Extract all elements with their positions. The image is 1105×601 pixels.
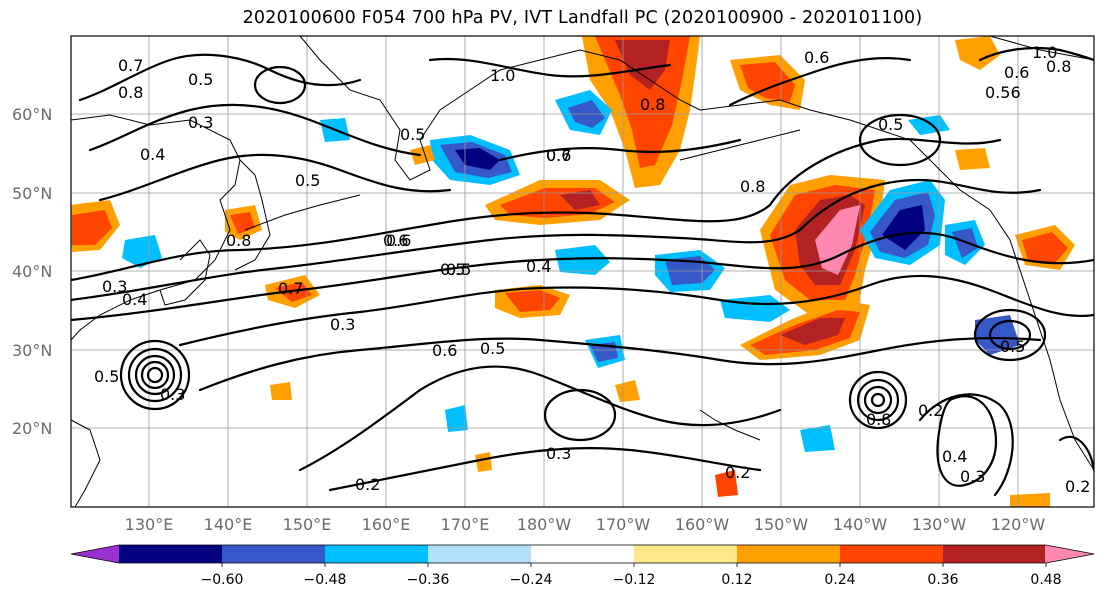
contour-label: 0.6: [432, 341, 457, 360]
lon-label: 130°W: [912, 515, 967, 534]
contour-label: 0.2: [355, 475, 380, 494]
latitude-labels: 60°N 50°N 40°N 30°N 20°N: [12, 105, 52, 438]
contour-label: 0.7: [278, 279, 303, 298]
contour-label: 0.4: [526, 257, 551, 276]
colorbar-swatch: [634, 545, 738, 563]
contour-label: 0.8: [226, 231, 251, 250]
graticule: [71, 36, 1094, 507]
colorbar-tick-label: −0.24: [510, 572, 553, 588]
colorbar-tick-label: −0.60: [201, 572, 244, 588]
colorbar-extend-low: [71, 545, 120, 563]
contour-label: 0.6: [804, 48, 829, 67]
colorbar-tick-label: 0.48: [1030, 572, 1061, 588]
contour-label: 0.6: [1004, 63, 1029, 82]
colorbar-extend-high: [1045, 545, 1094, 563]
contour-labels: 0.7 0.8 0.5 0.3 0.4 0.3 0.5 0.5 0.6 0.8 …: [94, 43, 1090, 496]
colorbar-swatch: [222, 545, 326, 563]
contour-label: 0.5: [480, 339, 505, 358]
lat-label: 20°N: [12, 419, 52, 438]
contour-label: 0.3: [102, 277, 127, 296]
contour-label: 0.4: [942, 447, 967, 466]
lon-label: 150°W: [754, 515, 809, 534]
colorbar-swatch: [840, 545, 944, 563]
contour-label: 0.2: [918, 401, 943, 420]
colorbar-tick-label: 0.24: [824, 572, 855, 588]
lon-label: 160°E: [362, 515, 411, 534]
colorbar-tick-label: −0.48: [304, 572, 347, 588]
contour-label: 0.4: [140, 145, 165, 164]
contour-label: 0.4: [122, 290, 147, 309]
colorbar-swatch: [119, 545, 223, 563]
lon-label: 180°W: [517, 515, 572, 534]
contour-label: 0.5: [440, 260, 465, 279]
lon-label: 170°E: [441, 515, 490, 534]
contour-label: 0.8: [740, 177, 765, 196]
contour-label: 0.6: [386, 231, 411, 250]
pv-contours: [71, 46, 1094, 497]
contour-label: 0.5: [446, 260, 471, 279]
longitude-labels: 130°E 140°E 150°E 160°E 170°E 180°W 170°…: [125, 515, 1046, 534]
map-frame: [70, 35, 1095, 508]
lon-label: 150°E: [283, 515, 332, 534]
lon-label: 160°W: [675, 515, 730, 534]
contour-label: 0.5: [400, 125, 425, 144]
lat-label: 30°N: [12, 341, 52, 360]
colorbar-tick-label: 0.36: [927, 572, 958, 588]
contour-label: 0.2: [725, 463, 750, 482]
lat-label: 60°N: [12, 105, 52, 124]
lon-label: 140°E: [204, 515, 253, 534]
map-title: 2020100600 F054 700 hPa PV, IVT Landfall…: [242, 8, 923, 28]
colorbar-outline: [70, 544, 1095, 564]
colorbar-swatch: [943, 545, 1047, 563]
contour-label: 0.7: [118, 56, 143, 75]
contour-label: 0.8: [118, 83, 143, 102]
colorbar-swatch: [737, 545, 841, 563]
colorbar-swatch: [325, 545, 429, 563]
colorbar-swatch: [531, 545, 635, 563]
contour-label: 0.5: [878, 115, 903, 134]
contour-label: 0.2: [1065, 477, 1090, 496]
coastlines: [71, 36, 1094, 507]
colorbar-tick-label: −0.36: [407, 572, 450, 588]
lon-label: 120°W: [991, 515, 1046, 534]
contour-label: 0.3: [160, 385, 185, 404]
lon-label: 140°W: [833, 515, 888, 534]
contour-label: 0.5: [188, 70, 213, 89]
contour-label: 0.8: [1046, 57, 1071, 76]
colorbar: −0.60 −0.48 −0.36 −0.24 −0.12 0.12 0.24 0.36 0.4…: [70, 544, 1095, 588]
lat-label: 50°N: [12, 184, 52, 203]
contour-label: 1.0: [490, 66, 515, 85]
contour-label: 0.56: [985, 83, 1021, 102]
lon-label: 170°W: [596, 515, 651, 534]
contour-label: 0.5: [1000, 337, 1025, 356]
contour-label: 0.3: [188, 113, 213, 132]
contour-label: 1.0: [1032, 43, 1057, 62]
lon-label: 130°E: [125, 515, 174, 534]
contour-label: 0.3: [546, 444, 571, 463]
contour-label: 0.6: [383, 231, 408, 250]
contour-label: 0.3: [960, 467, 985, 486]
colorbar-swatch: [428, 545, 532, 563]
contour-label: 0.6: [546, 146, 571, 165]
contour-label: 0.8: [640, 95, 665, 114]
contour-label: 0.5: [94, 367, 119, 386]
contour-label: 0.5: [295, 171, 320, 190]
lat-label: 40°N: [12, 262, 52, 281]
colorbar-tick-label: −0.12: [613, 572, 656, 588]
contour-label: 0.8: [866, 410, 891, 429]
contour-label: 0.3: [330, 315, 355, 334]
colorbar-tick-label: 0.12: [721, 572, 752, 588]
contour-label: 0.7: [546, 146, 571, 165]
